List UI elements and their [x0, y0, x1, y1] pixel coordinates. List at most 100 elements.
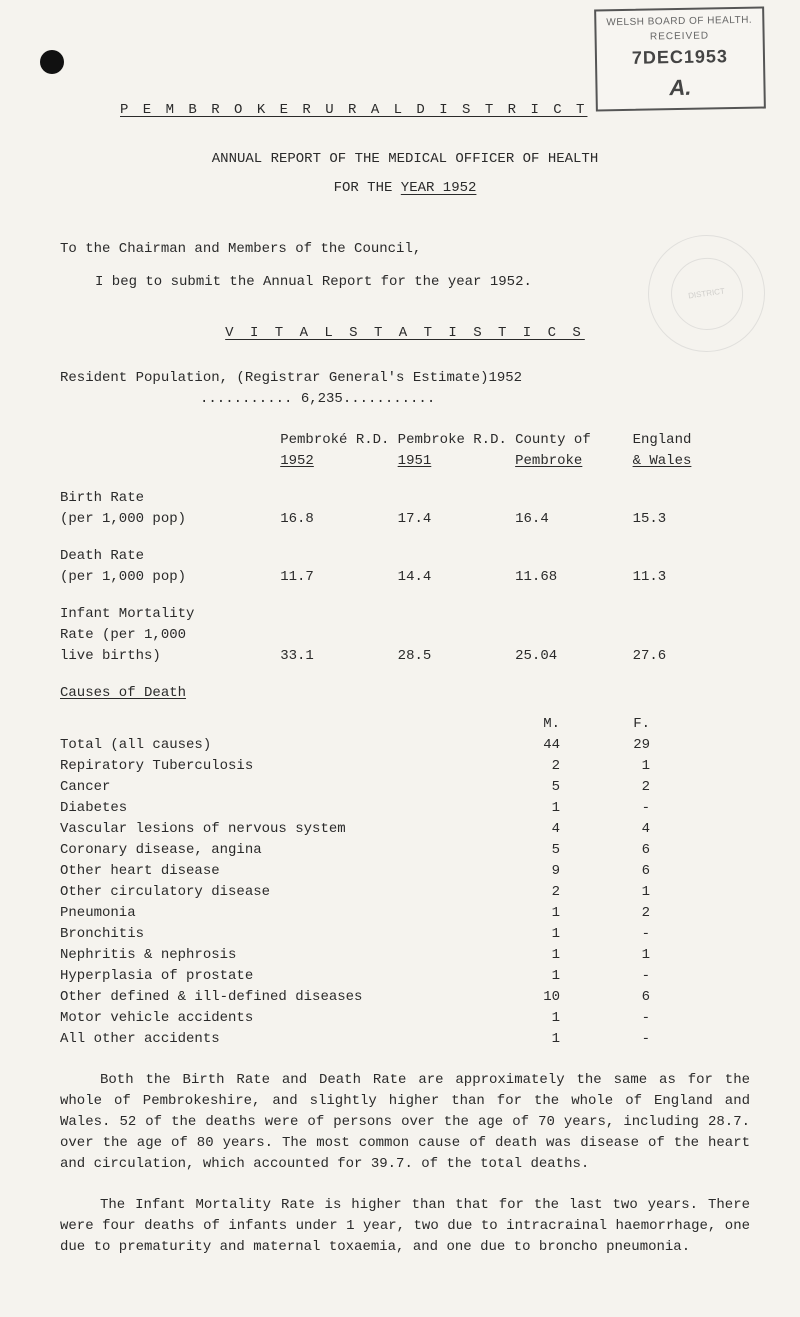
- cause-m-value: 5: [490, 777, 580, 798]
- hdr-year: 1951: [398, 451, 515, 472]
- cause-f-value: -: [580, 1029, 670, 1050]
- hdr-text: Pembroké R.D.: [280, 430, 397, 451]
- row-sublabel: live births): [60, 646, 280, 667]
- hdr-sub: Pembroke: [515, 451, 632, 472]
- cause-row: Bronchitis1-: [60, 924, 750, 945]
- cause-f-value: 29: [580, 735, 670, 756]
- cause-row: Nephritis & nephrosis11: [60, 945, 750, 966]
- cause-label: Repiratory Tuberculosis: [60, 756, 490, 777]
- hdr-year: 1952: [280, 451, 397, 472]
- cause-label: Vascular lesions of nervous system: [60, 819, 490, 840]
- cell: 16.8: [280, 509, 397, 530]
- report-title: ANNUAL REPORT OF THE MEDICAL OFFICER OF …: [60, 149, 750, 170]
- cause-row: Other circulatory disease21: [60, 882, 750, 903]
- rates-table: Pembroké R.D. 1952 Pembroke R.D. 1951 Co…: [60, 430, 750, 667]
- cause-m-value: 9: [490, 861, 580, 882]
- cause-f-value: -: [580, 924, 670, 945]
- cause-f-value: 1: [580, 945, 670, 966]
- cell: 11.68: [515, 567, 632, 588]
- cause-f-value: 2: [580, 777, 670, 798]
- cause-label: Diabetes: [60, 798, 490, 819]
- cause-label: Coronary disease, angina: [60, 840, 490, 861]
- cell: 33.1: [280, 646, 397, 667]
- row-label: Death Rate: [60, 546, 750, 567]
- cause-m-value: 1: [490, 924, 580, 945]
- row-sublabel: (per 1,000 pop): [60, 567, 280, 588]
- paragraph-2: The Infant Mortality Rate is higher than…: [60, 1195, 750, 1258]
- cause-m-value: 1: [490, 903, 580, 924]
- salutation: To the Chairman and Members of the Counc…: [60, 239, 750, 260]
- year-prefix: FOR THE: [334, 180, 401, 196]
- cause-row: Vascular lesions of nervous system44: [60, 819, 750, 840]
- col-header: Pembroké R.D. 1952: [280, 430, 397, 472]
- cell: 25.04: [515, 646, 632, 667]
- cause-label: Hyperplasia of prostate: [60, 966, 490, 987]
- causes-heading: Causes of Death: [60, 683, 750, 704]
- intro-line: I beg to submit the Annual Report for th…: [60, 272, 750, 293]
- cause-row: Other defined & ill-defined diseases106: [60, 987, 750, 1008]
- cause-label: Nephritis & nephrosis: [60, 945, 490, 966]
- causes-header-row: M. F.: [60, 714, 750, 735]
- cause-f-value: 1: [580, 882, 670, 903]
- cause-f-value: 1: [580, 756, 670, 777]
- cause-label: Pneumonia: [60, 903, 490, 924]
- row-sublabel: (per 1,000 pop): [60, 509, 280, 530]
- cause-m-value: 1: [490, 966, 580, 987]
- cause-label: Motor vehicle accidents: [60, 1008, 490, 1029]
- cause-m-value: 2: [490, 882, 580, 903]
- cell: 27.6: [633, 646, 750, 667]
- cause-row: Motor vehicle accidents1-: [60, 1008, 750, 1029]
- col-header: County of Pembroke: [515, 430, 632, 472]
- stamp-date: 7DEC1953: [607, 43, 753, 73]
- cause-label: Other heart disease: [60, 861, 490, 882]
- causes-table: M. F. Total (all causes)4429Repiratory T…: [60, 714, 750, 1050]
- row-label2: Rate (per 1,000: [60, 625, 750, 646]
- cause-f-value: 6: [580, 840, 670, 861]
- cause-f-value: 4: [580, 819, 670, 840]
- col-header: Pembroke R.D. 1951: [398, 430, 515, 472]
- cause-label: All other accidents: [60, 1029, 490, 1050]
- cell: 17.4: [398, 509, 515, 530]
- cause-f-value: -: [580, 966, 670, 987]
- cause-f-value: -: [580, 798, 670, 819]
- population-line1: Resident Population, (Registrar General'…: [60, 368, 750, 389]
- cause-f-value: 6: [580, 861, 670, 882]
- cell: 11.7: [280, 567, 397, 588]
- cause-row: All other accidents1-: [60, 1029, 750, 1050]
- hdr-text: Pembroke R.D.: [398, 430, 515, 451]
- table-row: Birth Rate (per 1,000 pop) 16.8 17.4 16.…: [60, 488, 750, 530]
- col-f: F.: [580, 714, 670, 735]
- cause-m-value: 1: [490, 798, 580, 819]
- cause-row: Repiratory Tuberculosis21: [60, 756, 750, 777]
- seal-inner: DISTRICT: [666, 253, 747, 334]
- cause-row: Diabetes1-: [60, 798, 750, 819]
- cause-label: Other circulatory disease: [60, 882, 490, 903]
- cause-m-value: 4: [490, 819, 580, 840]
- cause-f-value: 2: [580, 903, 670, 924]
- row-label: Infant Mortality: [60, 604, 750, 625]
- cause-row: Coronary disease, angina56: [60, 840, 750, 861]
- cause-label: Bronchitis: [60, 924, 490, 945]
- cause-row: Pneumonia12: [60, 903, 750, 924]
- cause-m-value: 10: [490, 987, 580, 1008]
- paragraph-1: Both the Birth Rate and Death Rate are a…: [60, 1070, 750, 1175]
- year-value: YEAR 1952: [401, 180, 477, 196]
- cause-row: Total (all causes)4429: [60, 735, 750, 756]
- causes-corner: [60, 714, 490, 735]
- cell: 28.5: [398, 646, 515, 667]
- cause-label: Cancer: [60, 777, 490, 798]
- stamp-line1: WELSH BOARD OF HEALTH.: [606, 13, 752, 31]
- cause-label: Total (all causes): [60, 735, 490, 756]
- cause-m-value: 5: [490, 840, 580, 861]
- col-m: M.: [490, 714, 580, 735]
- col-header: England & Wales: [633, 430, 750, 472]
- table-header-row: Pembroké R.D. 1952 Pembroke R.D. 1951 Co…: [60, 430, 750, 472]
- cause-m-value: 1: [490, 1008, 580, 1029]
- hdr-sub: & Wales: [633, 451, 750, 472]
- cell: 16.4: [515, 509, 632, 530]
- cause-m-value: 44: [490, 735, 580, 756]
- cause-m-value: 1: [490, 945, 580, 966]
- report-year-line: FOR THE YEAR 1952: [60, 178, 750, 199]
- stamp-mark: A.: [607, 70, 753, 106]
- table-row: Infant Mortality Rate (per 1,000 live bi…: [60, 604, 750, 667]
